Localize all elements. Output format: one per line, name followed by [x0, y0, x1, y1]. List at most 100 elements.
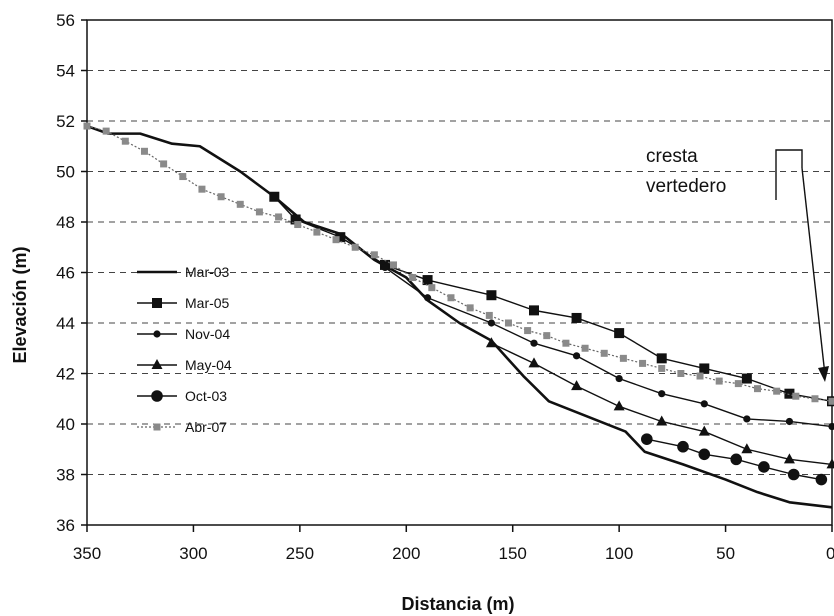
series-abr-07-point-32 — [696, 372, 704, 380]
series-nov-04-point-6 — [658, 390, 666, 398]
series-abr-07-point-37 — [792, 392, 800, 400]
series-abr-07-point-21 — [485, 311, 493, 319]
annotation-arrow-head — [818, 366, 829, 382]
series-abr-07-point-13 — [332, 236, 340, 244]
series-abr-07-point-legend — [153, 423, 161, 431]
legend: Mar-03 Mar-05 Nov-04 May-04 Oct-03 Abr-07 — [137, 264, 232, 435]
series-nov-04-point-7 — [700, 400, 708, 408]
grid-lines — [87, 70, 832, 475]
series-mar-05-point-4 — [422, 275, 433, 286]
series-abr-07-point-26 — [581, 344, 589, 352]
series-mar-05-point-5 — [486, 290, 497, 301]
series-abr-07-point-36 — [773, 387, 781, 395]
series-abr-07-point-38 — [811, 395, 819, 403]
series-oct-03-point-4 — [758, 461, 770, 473]
series-abr-07-point-35 — [754, 385, 761, 393]
series-nov-04-point-8 — [743, 415, 751, 423]
series-abr-07-point-0 — [83, 122, 91, 130]
series-may-04-point-8 — [826, 458, 834, 469]
series-abr-07-point-5 — [179, 173, 187, 181]
x-tick-label-300: 300 — [179, 544, 207, 563]
legend-label-mar-03: Mar-03 — [185, 264, 230, 280]
y-tick-label-40: 40 — [56, 415, 75, 434]
legend-entry-mar-05: Mar-05 — [137, 295, 230, 311]
series-nov-04-point-1 — [423, 294, 432, 302]
series-nov-04-point-0 — [381, 263, 389, 272]
x-tick-label-0: 0 — [826, 544, 834, 563]
spillway-crest-bracket — [775, 149, 803, 200]
series-mar-05-point-8 — [614, 328, 625, 339]
series-abr-07-point-8 — [236, 200, 244, 208]
series-abr-07-point-29 — [639, 359, 647, 367]
series-mar-05 — [269, 191, 834, 407]
series-nov-04-point-9 — [785, 417, 794, 426]
legend-label-nov-04: Nov-04 — [185, 326, 230, 342]
series-abr-07-point-7 — [217, 193, 225, 201]
legend-label-mar-05: Mar-05 — [185, 295, 230, 311]
annotation-arrow-shaft — [801, 167, 826, 376]
series-mar-03 — [86, 124, 833, 509]
series-mar-05-point-2 — [335, 232, 346, 243]
x-tick-label-200: 200 — [392, 544, 420, 563]
y-tick-label-52: 52 — [56, 112, 75, 131]
series-abr-07-point-20 — [466, 304, 474, 312]
legend-entry-oct-03: Oct-03 — [137, 388, 227, 404]
series-abr-07-line — [86, 125, 833, 402]
annotation-line-1: cresta — [646, 146, 698, 167]
series-abr-07-point-14 — [351, 243, 359, 251]
series-abr-07-point-17 — [409, 274, 417, 282]
series-may-04-point-legend — [151, 359, 163, 369]
series-nov-04-point-5 — [615, 374, 623, 383]
y-tick-label-44: 44 — [56, 314, 75, 333]
series-mar-05-point-9 — [656, 353, 667, 364]
series-abr-07-point-3 — [140, 147, 148, 155]
x-tick-label-100: 100 — [605, 544, 633, 563]
series-abr-07-point-15 — [370, 251, 378, 259]
legend-entry-mar-03: Mar-03 — [137, 264, 230, 280]
series-abr-07-point-22 — [504, 319, 512, 327]
series-abr-07-point-25 — [562, 339, 570, 347]
series-abr-07-point-23 — [524, 327, 532, 335]
series-may-04-point-6 — [741, 443, 753, 454]
series-mar-05-point-1 — [290, 214, 301, 225]
series-abr-07-point-10 — [275, 213, 283, 221]
cresta-vertedero-annotation: cresta vertedero — [646, 146, 829, 382]
series-mar-05-point-12 — [784, 388, 795, 399]
series-may-04-point-0 — [485, 337, 497, 348]
x-tick-label-350: 350 — [73, 544, 101, 563]
legend-entry-may-04: May-04 — [137, 357, 232, 373]
y-tick-label-36: 36 — [56, 516, 75, 535]
legend-entry-nov-04: Nov-04 — [137, 326, 230, 342]
series-abr-07-point-18 — [428, 284, 436, 292]
series-abr-07-point-33 — [715, 377, 723, 385]
series-mar-05-point-6 — [529, 305, 539, 316]
legend-label-oct-03: Oct-03 — [185, 388, 227, 404]
series-oct-03-point-legend — [151, 390, 163, 402]
legend-label-may-04: May-04 — [185, 357, 232, 373]
series-abr-07-point-31 — [677, 370, 685, 377]
series-oct-03-point-1 — [677, 440, 689, 453]
series-mar-05-point-legend — [152, 298, 162, 308]
series-abr-07-point-12 — [313, 228, 321, 236]
y-tick-label-48: 48 — [56, 213, 75, 232]
series-abr-07-point-30 — [658, 364, 666, 372]
y-tick-label-46: 46 — [56, 264, 75, 283]
series-may-04-point-5 — [698, 425, 710, 436]
x-tick-label-50: 50 — [716, 544, 735, 563]
series-nov-04-point-10 — [828, 422, 834, 431]
series-abr-07-point-11 — [294, 221, 302, 229]
series-nov-04-point-legend — [153, 330, 161, 338]
y-tick-label-56: 56 — [56, 11, 75, 30]
series-abr-07-point-34 — [734, 380, 742, 388]
series-abr-07-point-6 — [198, 185, 206, 193]
series-abr-07-point-19 — [447, 294, 455, 302]
x-axis-title: Distancia (m) — [401, 594, 514, 614]
legend-entry-abr-07: Abr-07 — [137, 419, 227, 435]
series-may-04 — [485, 337, 834, 469]
series-abr-07-point-9 — [255, 208, 263, 216]
series-abr-07-point-1 — [102, 127, 110, 135]
series-mar-05-point-7 — [571, 312, 582, 323]
series-oct-03 — [641, 433, 828, 486]
series-may-04-point-2 — [571, 380, 583, 391]
